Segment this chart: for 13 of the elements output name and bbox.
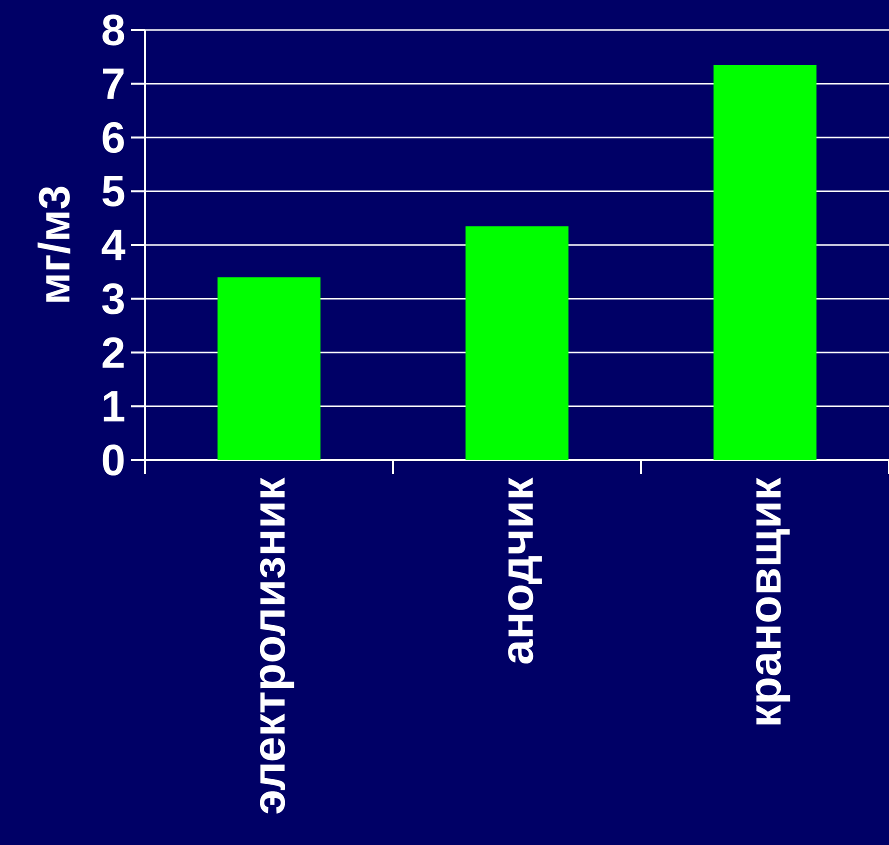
x-tick-label: электролизник <box>260 477 294 814</box>
x-tick-label: анодчик <box>508 477 542 664</box>
y-tick-label: 6 <box>102 122 124 154</box>
y-tick-label: 2 <box>102 337 124 368</box>
y-tick-label: 4 <box>102 230 126 260</box>
x-tick-label: крановщик <box>756 477 790 724</box>
y-tick-label: 1 <box>104 391 124 422</box>
y-tick-label: 3 <box>102 283 124 314</box>
y-tick-label: 7 <box>102 68 124 99</box>
y-axis-title: мг/м3 <box>38 186 70 302</box>
y-tick-label: 5 <box>102 176 124 207</box>
y-tick-label: 0 <box>102 444 124 476</box>
y-tick-label: 8 <box>102 14 124 46</box>
